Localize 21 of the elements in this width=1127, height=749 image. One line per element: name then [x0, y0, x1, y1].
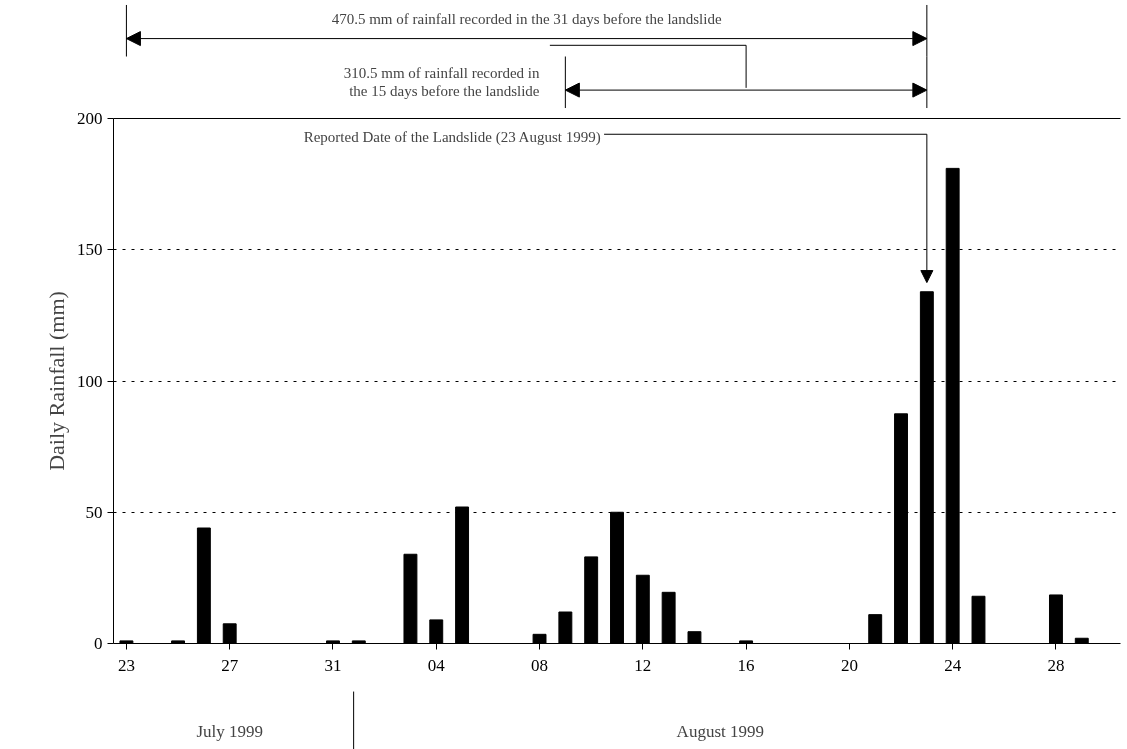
y-tick-label: 150	[77, 240, 103, 260]
x-tick-label: 31	[324, 655, 342, 675]
x-tick-label: 23	[117, 655, 135, 675]
x-tick-label: 20	[840, 655, 858, 675]
x-tick-label: 27	[221, 655, 239, 675]
text: July 1999	[196, 721, 263, 741]
text: 470.5 mm of rainfall recorded in the 31 days before the landslide	[331, 11, 722, 28]
y-tick-label: 200	[77, 109, 103, 128]
y-axis-title: Daily Rainfall (mm)	[44, 291, 69, 471]
x-tick-label: 24	[944, 655, 962, 675]
y-tick-label: 0	[94, 634, 103, 653]
text: August 1999	[676, 721, 764, 741]
text: 310.5 mm of rainfall recorded in the 15 days before the landslide	[343, 64, 541, 100]
x-tick-label: 12	[634, 655, 652, 675]
x-tick-label: 16	[737, 655, 755, 675]
annotation: Reported Date of the Landslide (23 August 1999)	[303, 128, 601, 146]
y-tick-label: 100	[77, 371, 103, 391]
x-tick-label: 08	[531, 655, 549, 675]
x-tick-label: 28	[1047, 655, 1065, 675]
y-tick-label: 50	[85, 502, 103, 522]
x-tick-label: 04	[427, 655, 446, 675]
